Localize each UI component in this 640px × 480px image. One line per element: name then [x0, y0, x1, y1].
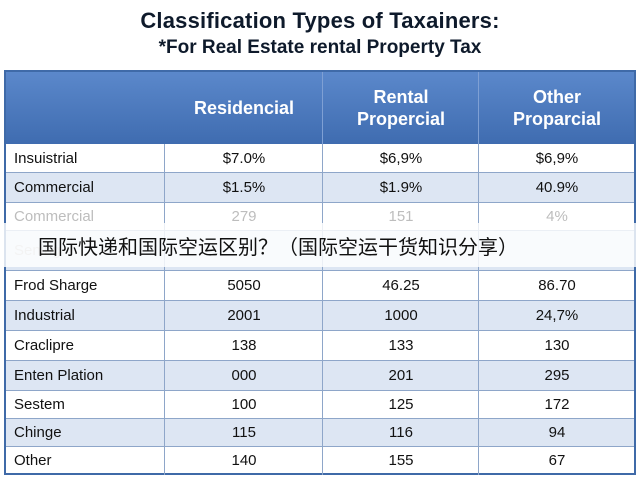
- table-row: Commercial 279 151 4%: [6, 202, 634, 230]
- row-divider: [6, 172, 634, 173]
- table-cell: 100: [231, 395, 257, 413]
- header-divider: [478, 72, 479, 144]
- row-label: Insuistrial: [14, 149, 78, 167]
- row-divider: [6, 202, 634, 203]
- table-cell: 86.70: [538, 276, 576, 294]
- table-cell: 116: [389, 423, 413, 441]
- table-cell: 201: [388, 366, 414, 384]
- row-divider: [6, 446, 634, 447]
- page-title: Classification Types of Taxainers:: [140, 8, 500, 33]
- table-row: Commercial $1.5% $1.9% 40.9%: [6, 172, 634, 202]
- table-cell: 1000: [384, 306, 418, 324]
- table-row: Craclipre 138 133 130: [6, 330, 634, 360]
- column-divider: [322, 144, 323, 475]
- table-cell: 67: [548, 452, 566, 469]
- table-cell: 138: [231, 336, 257, 354]
- row-divider: [6, 418, 634, 419]
- table-row: Industrial 2001 1000 24,7%: [6, 300, 634, 330]
- table-header: Residencial Rental Propercial Other Prop…: [6, 72, 634, 144]
- table-row: Other 140 155 67: [6, 446, 634, 475]
- table-cell: $6,9%: [535, 149, 579, 167]
- table-cell: 24,7%: [535, 306, 579, 324]
- table-row: Chinge 115 116 94: [6, 418, 634, 446]
- table-cell: $1.9%: [379, 178, 423, 196]
- table-cell: 140: [231, 452, 257, 469]
- row-label: Frod Sharge: [14, 276, 98, 294]
- table-cell: 155: [388, 452, 414, 469]
- header-rental-propercial: Rental Propercial: [356, 87, 446, 129]
- table-cell: 130: [544, 336, 570, 354]
- row-label: Commercial: [14, 207, 95, 225]
- row-label: Industrial: [14, 306, 75, 324]
- table-cell: 000: [231, 366, 257, 384]
- table-cell: 133: [388, 336, 414, 354]
- table-cell: $1.5%: [222, 178, 266, 196]
- table-cell: 295: [544, 366, 570, 384]
- page-subtitle: *For Real Estate rental Property Tax: [158, 37, 482, 58]
- row-label: Enten Plation: [14, 366, 104, 384]
- table-row: Sestem 100 125 172: [6, 390, 634, 418]
- table-cell: 5050: [227, 276, 261, 294]
- table-cell: 94: [548, 423, 566, 441]
- row-label: Chinge: [14, 423, 62, 441]
- table-cell: 46.25: [382, 276, 420, 294]
- row-label: Commercial: [14, 178, 95, 196]
- row-divider: [6, 270, 634, 271]
- table-cell: 151: [388, 207, 414, 225]
- tax-table: Residencial Rental Propercial Other Prop…: [4, 70, 636, 475]
- row-divider: [6, 300, 634, 301]
- caption-overlay: 国际快递和国际空运区别？（国际空运干货知识分享）: [0, 223, 640, 267]
- row-label: Craclipre: [14, 336, 75, 354]
- table-row: Frod Sharge 5050 46.25 86.70: [6, 270, 634, 300]
- table-cell: 4%: [546, 207, 568, 225]
- row-divider: [6, 360, 634, 361]
- table-row: Enten Plation 000 201 295: [6, 360, 634, 390]
- table-cell: 279: [231, 207, 257, 225]
- row-label: Other: [14, 452, 52, 469]
- table-cell: $6,9%: [379, 149, 423, 167]
- row-divider: [6, 390, 634, 391]
- table-cell: 125: [388, 395, 414, 413]
- table-cell: 172: [544, 395, 570, 413]
- row-divider: [6, 330, 634, 331]
- header-divider: [322, 72, 323, 144]
- header-other-proparcial: Other Proparcial: [512, 87, 602, 129]
- column-divider: [164, 144, 165, 475]
- table-row: Insuistrial $7.0% $6,9% $6,9%: [6, 144, 634, 172]
- column-divider: [478, 144, 479, 475]
- table-cell: 115: [232, 423, 256, 441]
- table-cell: $7.0%: [222, 149, 266, 167]
- row-label: Sestem: [14, 395, 65, 413]
- table-cell: 40.9%: [535, 178, 579, 196]
- header-residencial: Residencial: [193, 98, 295, 118]
- table-cell: 2001: [227, 306, 261, 324]
